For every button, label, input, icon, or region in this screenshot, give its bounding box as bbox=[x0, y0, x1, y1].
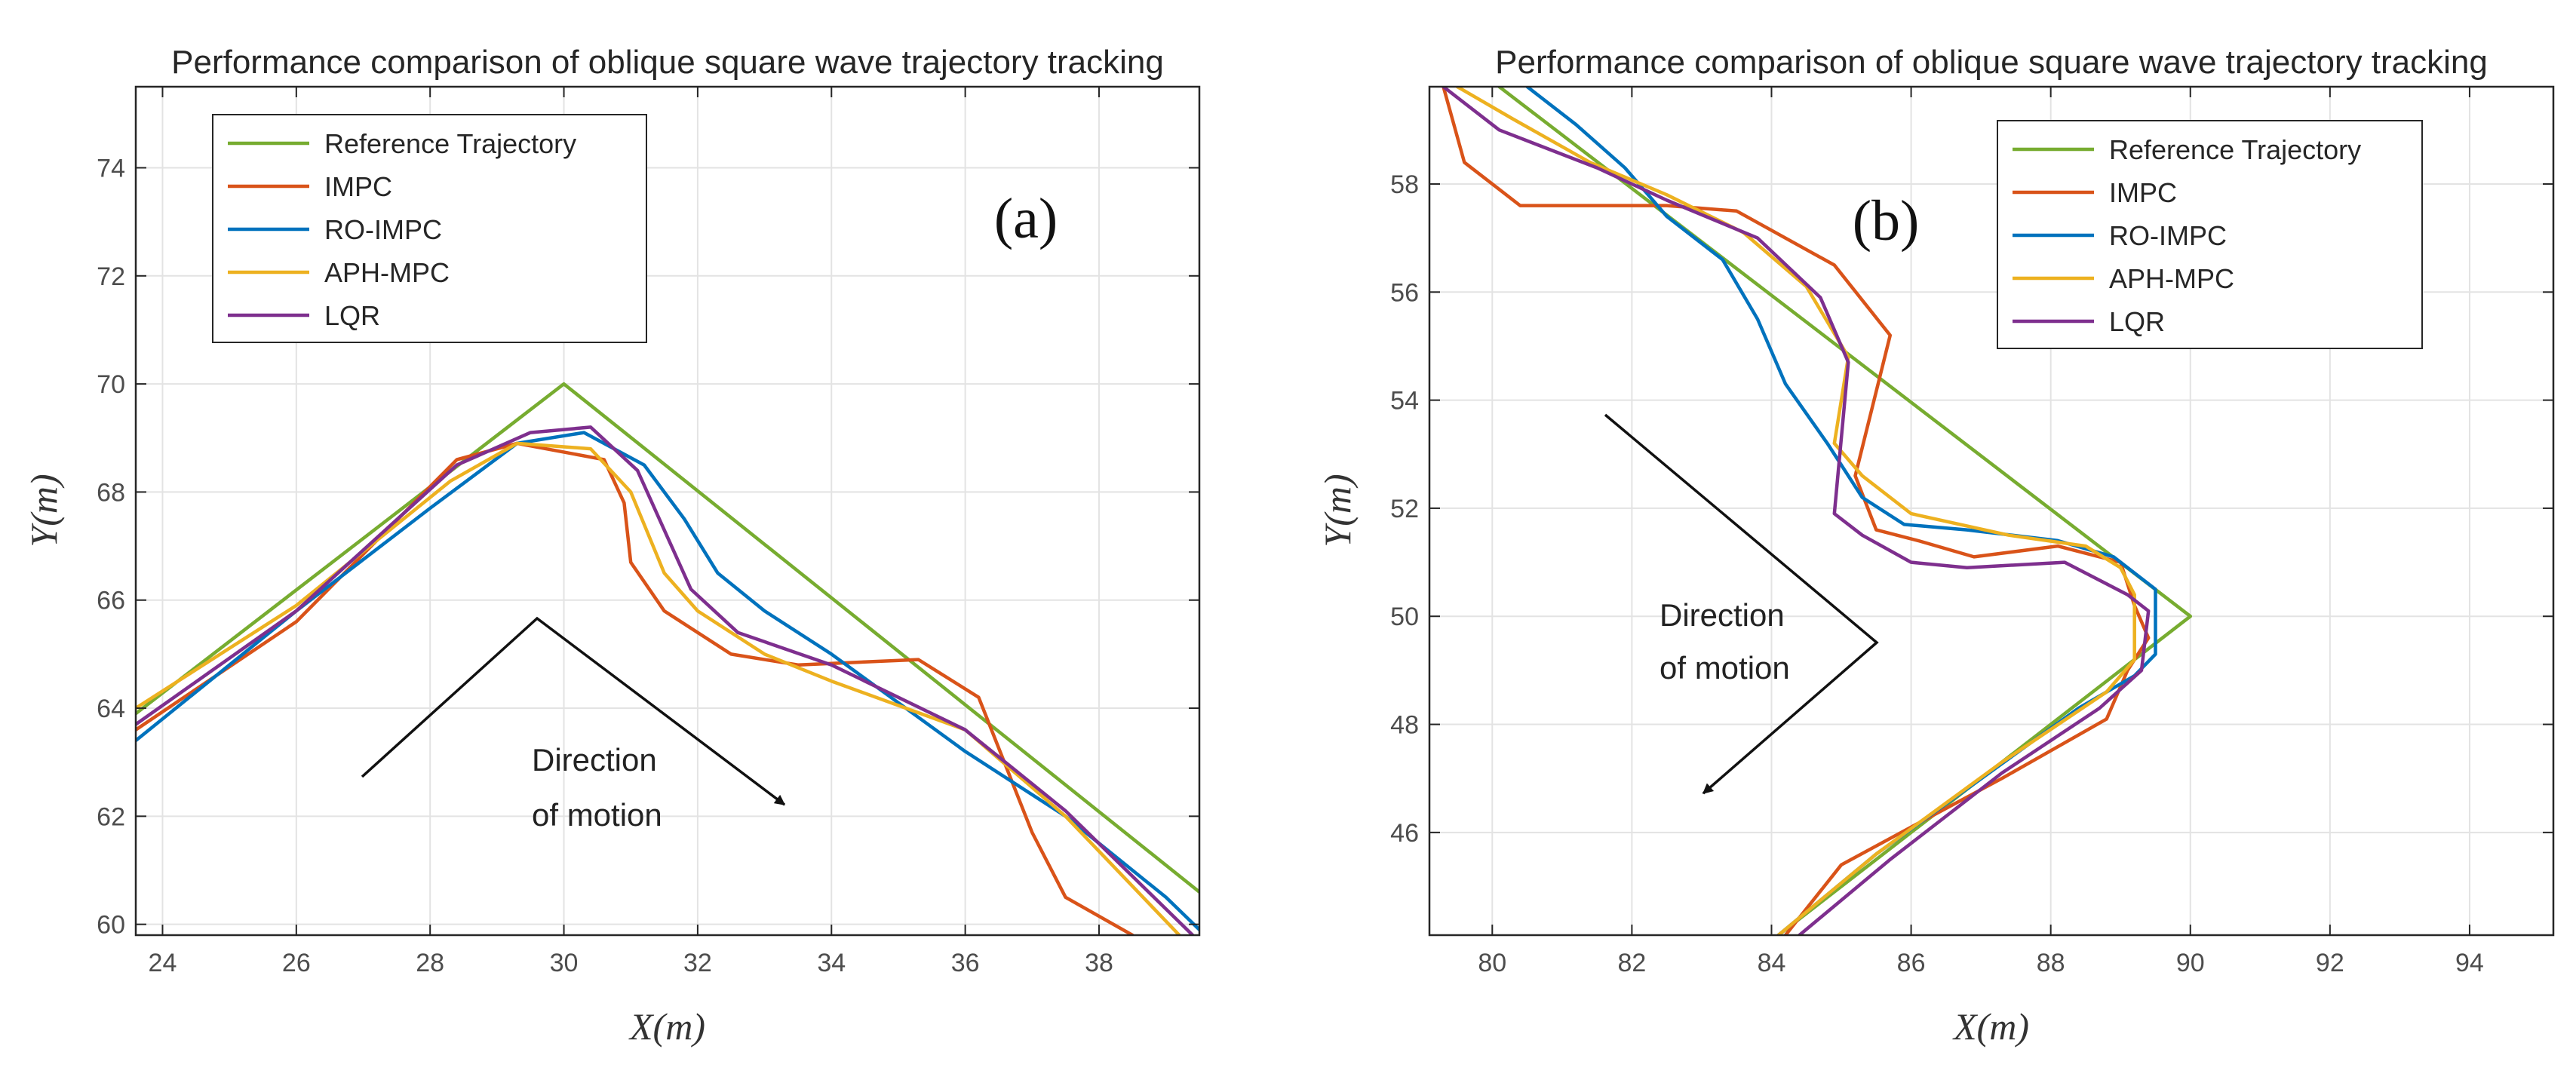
y-tick-label: 54 bbox=[1390, 387, 1419, 416]
direction-label-line1: Direction bbox=[532, 742, 657, 778]
legend-label: RO-IMPC bbox=[2109, 220, 2227, 251]
y-tick-label: 68 bbox=[97, 478, 125, 507]
legend: Reference Trajectory IMPC RO-IMPC APH-MPC LQ… bbox=[212, 114, 647, 343]
legend-label: LQR bbox=[2109, 306, 2165, 337]
legend-item: LQR bbox=[2013, 306, 2165, 337]
legend-item: IMPC bbox=[228, 171, 392, 202]
x-tick-label: 84 bbox=[1758, 949, 1786, 977]
direction-arrow bbox=[1604, 413, 1879, 795]
x-tick-label: 94 bbox=[2455, 949, 2484, 977]
x-tick-label: 80 bbox=[1478, 949, 1506, 977]
x-axis-label: X(m) bbox=[628, 1005, 705, 1048]
ticks: 24 26 28 30 32 34 36 38 60 62 64 66 68 70 72 74 bbox=[97, 87, 1199, 977]
x-tick-label: 86 bbox=[1897, 949, 1926, 977]
direction-annotation: Direction of motion bbox=[361, 616, 786, 833]
y-tick-label: 56 bbox=[1390, 278, 1419, 307]
ticks: 80 82 84 86 88 90 92 94 46 48 50 52 54 56 58 bbox=[1390, 87, 2553, 977]
legend-item: APH-MPC bbox=[228, 257, 450, 288]
series-line-lqr bbox=[136, 425, 1195, 935]
series-group bbox=[136, 382, 1199, 935]
x-tick-label: 24 bbox=[149, 949, 177, 977]
legend-item: RO-IMPC bbox=[228, 214, 442, 245]
y-axis-label: Y(m) bbox=[1316, 474, 1359, 547]
legend-label: APH-MPC bbox=[324, 257, 450, 288]
legend-item: RO-IMPC bbox=[2013, 220, 2227, 251]
y-tick-label: 48 bbox=[1390, 711, 1419, 740]
legend-label: IMPC bbox=[2109, 177, 2177, 208]
y-tick-label: 66 bbox=[97, 587, 125, 615]
x-tick-label: 32 bbox=[683, 949, 712, 977]
plot-frame bbox=[1428, 85, 2555, 937]
legend-item: LQR bbox=[228, 300, 380, 331]
legend-item: IMPC bbox=[2013, 177, 2177, 208]
legend-item: Reference Trajectory bbox=[228, 128, 576, 159]
y-tick-label: 60 bbox=[97, 911, 125, 940]
chart-title: Performance comparison of oblique square… bbox=[1495, 44, 2488, 81]
legend-label: Reference Trajectory bbox=[324, 128, 576, 159]
chart-panel-b: Performance comparison of oblique square… bbox=[1316, 44, 2555, 1048]
legend-item: Reference Trajectory bbox=[2013, 134, 2361, 165]
x-tick-label: 34 bbox=[817, 949, 846, 977]
direction-label-line1: Direction bbox=[1660, 597, 1785, 633]
y-tick-label: 64 bbox=[97, 695, 125, 723]
chart-title: Performance comparison of oblique square… bbox=[171, 44, 1164, 81]
series-line-impc bbox=[136, 441, 1134, 935]
y-tick-label: 50 bbox=[1390, 603, 1419, 631]
legend-item: APH-MPC bbox=[2013, 263, 2234, 294]
x-tick-label: 92 bbox=[2316, 949, 2344, 977]
chart-panel-a: Performance comparison of oblique square… bbox=[23, 44, 1201, 1048]
direction-label-line2: of motion bbox=[1660, 650, 1790, 686]
y-tick-label: 74 bbox=[97, 154, 125, 183]
x-tick-label: 90 bbox=[2176, 949, 2205, 977]
x-tick-label: 82 bbox=[1617, 949, 1646, 977]
legend-label: Reference Trajectory bbox=[2109, 134, 2361, 165]
y-tick-label: 58 bbox=[1390, 170, 1419, 199]
plot-frame bbox=[134, 85, 1201, 937]
x-tick-label: 36 bbox=[951, 949, 980, 977]
x-axis-label: X(m) bbox=[1952, 1005, 2029, 1048]
legend-label: RO-IMPC bbox=[324, 214, 442, 245]
y-axis-label: Y(m) bbox=[23, 474, 65, 547]
direction-arrow bbox=[361, 616, 786, 806]
x-tick-label: 38 bbox=[1085, 949, 1113, 977]
panel-label: (b) bbox=[1853, 189, 1920, 253]
panel-label: (a) bbox=[994, 187, 1058, 250]
series-line-ro-impc bbox=[136, 431, 1199, 932]
series-line-aph-mpc bbox=[1455, 87, 2136, 935]
x-tick-label: 30 bbox=[550, 949, 579, 977]
legend-label: LQR bbox=[324, 300, 380, 331]
y-tick-label: 72 bbox=[97, 262, 125, 291]
x-tick-label: 28 bbox=[416, 949, 444, 977]
legend: Reference Trajectory IMPC RO-IMPC APH-MPC LQ… bbox=[1997, 120, 2423, 349]
y-tick-label: 70 bbox=[97, 370, 125, 399]
legend-label: IMPC bbox=[324, 171, 392, 202]
y-tick-label: 62 bbox=[97, 802, 125, 831]
x-tick-label: 26 bbox=[282, 949, 311, 977]
direction-label-line2: of motion bbox=[532, 797, 662, 833]
series-line-lqr bbox=[1442, 87, 2151, 935]
y-tick-label: 52 bbox=[1390, 495, 1419, 523]
legend-label: APH-MPC bbox=[2109, 263, 2234, 294]
x-tick-label: 88 bbox=[2037, 949, 2065, 977]
series-group bbox=[1442, 87, 2193, 935]
series-line-reference-trajectory bbox=[1497, 87, 2193, 935]
direction-annotation: Direction of motion bbox=[1604, 413, 1879, 795]
y-tick-label: 46 bbox=[1390, 819, 1419, 848]
